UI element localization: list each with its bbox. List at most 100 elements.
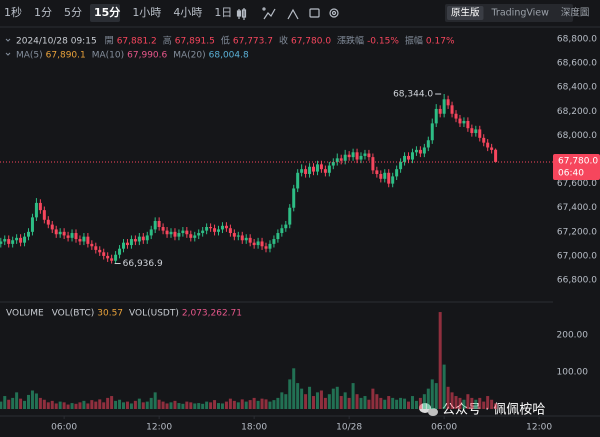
toolbar-icons[interactable] bbox=[236, 7, 339, 20]
candle-body bbox=[442, 99, 446, 114]
ohlc-label: 振幅 bbox=[405, 35, 423, 47]
ohlc-label: 開 bbox=[105, 36, 114, 47]
candle-body bbox=[209, 227, 213, 229]
candle-body bbox=[15, 237, 19, 241]
candle-body bbox=[260, 241, 264, 247]
ohlc-label: 漲跌幅 bbox=[337, 35, 364, 47]
volume-bar bbox=[418, 397, 422, 409]
candle-body bbox=[395, 169, 399, 177]
candle-body bbox=[232, 233, 236, 237]
volume-bar bbox=[125, 401, 129, 409]
volume-bar bbox=[260, 398, 264, 409]
volume-bar bbox=[323, 397, 327, 409]
volume-legend-name: VOL(BTC) bbox=[52, 309, 95, 319]
volume-bar bbox=[62, 402, 66, 409]
volume-bar bbox=[7, 399, 11, 409]
candle-body bbox=[114, 254, 118, 261]
interval-button[interactable]: 15分 bbox=[94, 5, 120, 19]
candle-body bbox=[407, 155, 411, 160]
volume-bar bbox=[106, 397, 110, 409]
candle-body bbox=[161, 227, 165, 231]
volume-bar bbox=[38, 397, 42, 409]
volume-bar bbox=[169, 402, 173, 409]
volume-bar bbox=[315, 392, 319, 409]
candle-body bbox=[383, 172, 387, 179]
volume-bar bbox=[379, 397, 383, 409]
candle-body bbox=[470, 128, 474, 134]
y-tick-label: 68,600.0 bbox=[557, 59, 597, 69]
volume-legend-value: 30.57 bbox=[97, 309, 123, 319]
volume-bar bbox=[355, 394, 359, 409]
volume-bar bbox=[470, 397, 474, 409]
volume-bar bbox=[114, 400, 118, 409]
candle-body bbox=[58, 231, 62, 235]
volume-bar bbox=[347, 397, 351, 409]
volume-bar bbox=[236, 402, 240, 409]
volume-bar bbox=[153, 392, 157, 409]
candle-body bbox=[66, 235, 70, 238]
volume-bar bbox=[363, 396, 367, 409]
interval-button[interactable]: 5分 bbox=[64, 6, 82, 19]
volume-bar bbox=[224, 401, 228, 409]
volume-bar bbox=[256, 400, 260, 409]
candle-body bbox=[438, 108, 442, 114]
candle-body bbox=[292, 188, 296, 208]
volume-bar bbox=[454, 396, 458, 409]
y-tick-label: 68,400.0 bbox=[557, 83, 597, 93]
candle-body bbox=[379, 173, 383, 179]
volume-bar bbox=[149, 397, 153, 409]
volume-bar bbox=[399, 397, 403, 409]
volume-bar bbox=[292, 368, 296, 409]
volume-bar bbox=[359, 397, 363, 409]
candle-body bbox=[94, 246, 98, 250]
candle-body bbox=[236, 235, 240, 237]
last-price-tag bbox=[553, 153, 600, 180]
volume-bar bbox=[426, 388, 430, 409]
y-tick-label: 68,800.0 bbox=[557, 35, 597, 45]
volume-bar bbox=[450, 392, 454, 409]
volume-bar bbox=[446, 386, 450, 409]
candle-body bbox=[34, 202, 38, 218]
candle-body bbox=[181, 230, 185, 234]
ma-name: MA(20) bbox=[173, 51, 205, 61]
candle-body bbox=[446, 99, 450, 106]
interval-button[interactable]: 4小時 bbox=[173, 6, 202, 19]
volume-bar bbox=[288, 379, 292, 409]
candle-body bbox=[304, 169, 308, 174]
view-tab[interactable]: TradingView bbox=[491, 8, 550, 19]
candle-body bbox=[205, 227, 209, 231]
interval-button[interactable]: 1分 bbox=[34, 6, 52, 19]
volume-bar bbox=[391, 397, 395, 409]
view-tab[interactable]: 原生版 bbox=[451, 7, 480, 19]
candle-body bbox=[422, 147, 426, 154]
volume-bar bbox=[27, 394, 31, 409]
collapse-icons[interactable] bbox=[5, 38, 11, 56]
volume-bar bbox=[466, 394, 470, 409]
volume-bar bbox=[197, 403, 201, 409]
candle-body bbox=[46, 219, 50, 225]
interval-button[interactable]: 1秒 bbox=[4, 5, 22, 19]
volume-bar bbox=[312, 396, 316, 409]
volume-bar bbox=[478, 397, 482, 409]
interval-button[interactable]: 1小時 bbox=[132, 6, 161, 19]
interval-button[interactable]: 1日 bbox=[214, 6, 232, 19]
volume-bar bbox=[173, 400, 177, 409]
volume-bar bbox=[209, 402, 213, 409]
candle-body bbox=[220, 225, 224, 230]
candle-body bbox=[410, 152, 414, 160]
volume-bar bbox=[11, 397, 15, 409]
candle-body bbox=[153, 220, 157, 230]
candle-body bbox=[482, 137, 486, 143]
volume-bar bbox=[102, 402, 106, 409]
view-tab[interactable]: 深度圖 bbox=[561, 7, 590, 19]
volume-bar bbox=[351, 383, 355, 409]
ohlc-value: 67,881.2 bbox=[117, 37, 157, 47]
candle-body bbox=[213, 228, 217, 232]
candle-body bbox=[331, 161, 335, 166]
active-interval-bg bbox=[90, 4, 120, 22]
volume-bar bbox=[42, 399, 46, 409]
volume-bar bbox=[220, 403, 224, 409]
candle-body bbox=[430, 123, 434, 141]
y-tick-label: 68,000.0 bbox=[557, 131, 597, 141]
volume-bar bbox=[458, 397, 462, 409]
